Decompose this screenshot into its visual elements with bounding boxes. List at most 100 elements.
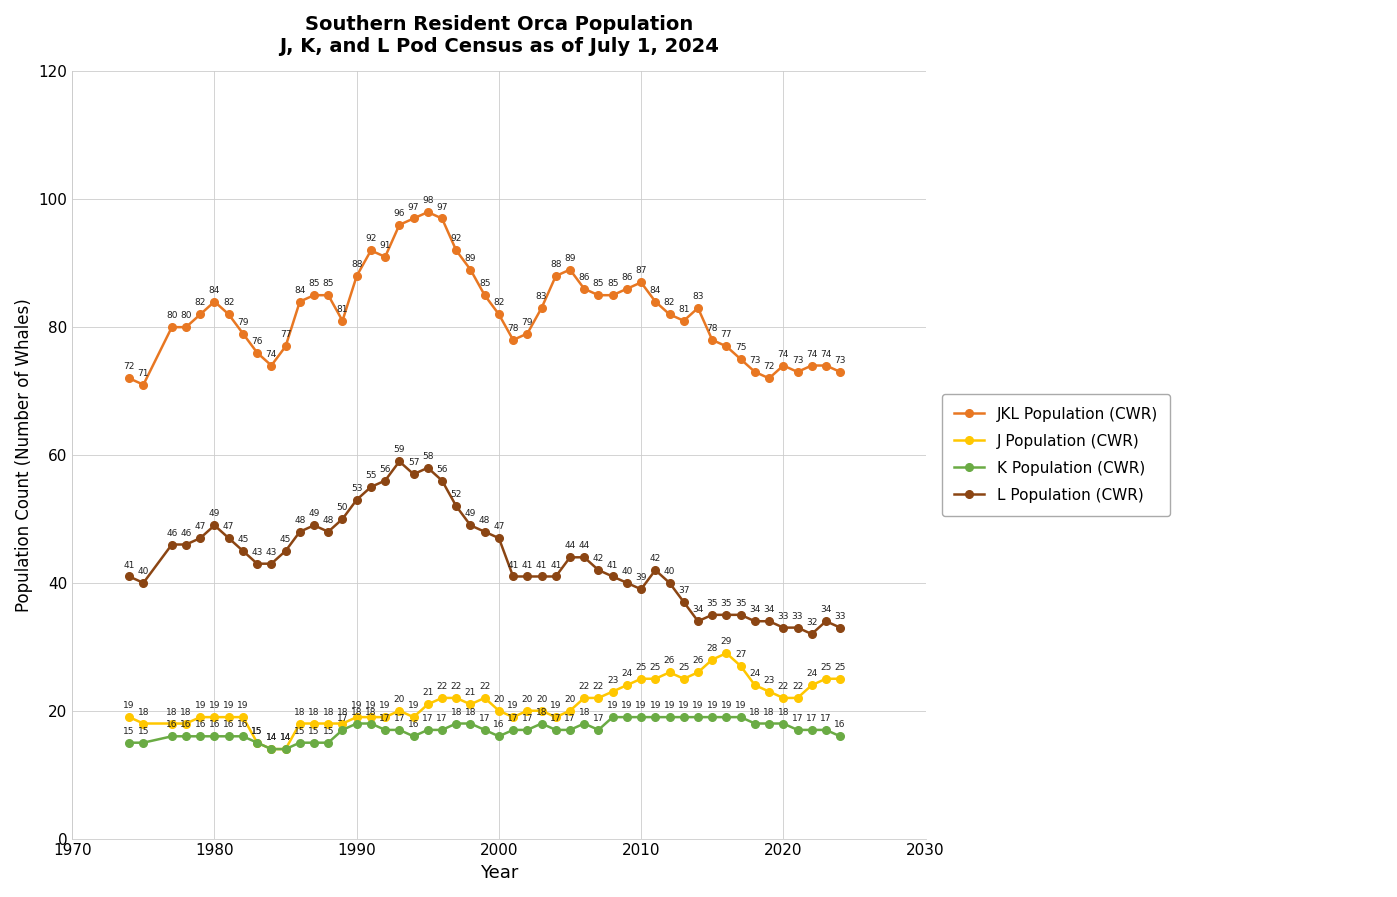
- Text: 48: 48: [295, 516, 306, 525]
- J Population (CWR): [675, 674, 692, 684]
- JKL Population (CWR): [775, 360, 792, 370]
- Text: 21: 21: [422, 688, 433, 697]
- Text: 27: 27: [735, 650, 746, 659]
- Text: 74: 74: [806, 350, 817, 359]
- J Population (CWR): [690, 667, 707, 678]
- K Population (CWR): [576, 718, 592, 729]
- Text: 72: 72: [763, 362, 775, 371]
- Text: 49: 49: [309, 509, 320, 518]
- Text: 15: 15: [251, 727, 263, 736]
- Text: 26: 26: [693, 657, 704, 666]
- Text: 97: 97: [408, 203, 419, 212]
- Text: 40: 40: [664, 567, 675, 576]
- J Population (CWR): [120, 711, 137, 722]
- Text: 22: 22: [451, 682, 462, 691]
- Text: 24: 24: [806, 669, 817, 678]
- K Population (CWR): [775, 718, 792, 729]
- J Population (CWR): [562, 705, 578, 716]
- L Population (CWR): [476, 527, 493, 537]
- L Population (CWR): [590, 565, 606, 576]
- Text: 24: 24: [749, 669, 760, 678]
- Text: 43: 43: [251, 548, 263, 557]
- Text: 16: 16: [834, 720, 847, 729]
- Text: 18: 18: [293, 708, 306, 717]
- K Population (CWR): [817, 725, 834, 736]
- Text: 18: 18: [166, 708, 177, 717]
- Text: 19: 19: [208, 701, 221, 710]
- L Population (CWR): [803, 629, 820, 640]
- J Population (CWR): [661, 667, 678, 678]
- L Population (CWR): [619, 578, 636, 588]
- Text: 16: 16: [237, 720, 249, 729]
- Text: 89: 89: [564, 254, 576, 263]
- K Population (CWR): [746, 718, 763, 729]
- Text: 19: 19: [678, 701, 690, 710]
- Text: 75: 75: [735, 344, 746, 353]
- K Population (CWR): [718, 711, 735, 722]
- Text: 23: 23: [763, 675, 775, 684]
- JKL Population (CWR): [789, 367, 806, 378]
- JKL Population (CWR): [363, 245, 380, 256]
- Text: 18: 18: [749, 708, 760, 717]
- Text: 83: 83: [693, 292, 704, 301]
- Legend: JKL Population (CWR), J Population (CWR), K Population (CWR), L Population (CWR): JKL Population (CWR), J Population (CWR)…: [942, 395, 1171, 516]
- L Population (CWR): [817, 616, 834, 627]
- Text: 55: 55: [365, 471, 377, 480]
- Text: 81: 81: [337, 305, 348, 314]
- Text: 82: 82: [493, 299, 504, 308]
- Text: 42: 42: [592, 554, 604, 563]
- Text: 47: 47: [493, 522, 504, 531]
- Text: 35: 35: [721, 599, 732, 608]
- Text: 26: 26: [664, 657, 675, 666]
- JKL Population (CWR): [518, 328, 535, 339]
- L Population (CWR): [633, 584, 650, 595]
- Text: 85: 85: [606, 279, 619, 288]
- Text: 81: 81: [678, 305, 690, 314]
- J Population (CWR): [191, 711, 208, 722]
- JKL Population (CWR): [534, 302, 550, 313]
- J Population (CWR): [647, 674, 664, 684]
- L Population (CWR): [605, 571, 622, 582]
- K Population (CWR): [433, 725, 450, 736]
- Text: 86: 86: [578, 273, 590, 282]
- JKL Population (CWR): [548, 271, 564, 282]
- Text: 17: 17: [792, 714, 803, 723]
- Text: 25: 25: [820, 663, 831, 672]
- K Population (CWR): [207, 731, 224, 742]
- L Population (CWR): [207, 520, 224, 531]
- L Population (CWR): [221, 533, 237, 544]
- Text: 74: 74: [820, 350, 831, 359]
- JKL Population (CWR): [633, 277, 650, 288]
- Text: 17: 17: [479, 714, 490, 723]
- K Population (CWR): [605, 711, 622, 722]
- J Population (CWR): [476, 692, 493, 703]
- JKL Population (CWR): [605, 290, 622, 300]
- JKL Population (CWR): [191, 309, 208, 319]
- Text: 19: 19: [707, 701, 718, 710]
- JKL Population (CWR): [221, 309, 237, 319]
- Text: 33: 33: [834, 612, 847, 621]
- L Population (CWR): [675, 597, 692, 607]
- Text: 15: 15: [323, 727, 334, 736]
- Text: 40: 40: [622, 567, 633, 576]
- L Population (CWR): [348, 494, 365, 505]
- Text: 23: 23: [606, 675, 619, 684]
- Text: 19: 19: [237, 701, 249, 710]
- JKL Population (CWR): [292, 296, 309, 307]
- Text: 74: 74: [265, 350, 277, 359]
- Text: 34: 34: [693, 605, 704, 614]
- K Population (CWR): [235, 731, 251, 742]
- Text: 16: 16: [408, 720, 419, 729]
- Text: 15: 15: [123, 727, 136, 736]
- Text: 85: 85: [592, 279, 604, 288]
- J Population (CWR): [391, 705, 408, 716]
- L Population (CWR): [235, 545, 251, 556]
- L Population (CWR): [518, 571, 535, 582]
- K Population (CWR): [590, 725, 606, 736]
- L Population (CWR): [277, 545, 293, 556]
- Text: 17: 17: [507, 714, 518, 723]
- J Population (CWR): [405, 711, 422, 722]
- J Population (CWR): [633, 674, 650, 684]
- Text: 19: 19: [735, 701, 746, 710]
- JKL Population (CWR): [462, 265, 479, 275]
